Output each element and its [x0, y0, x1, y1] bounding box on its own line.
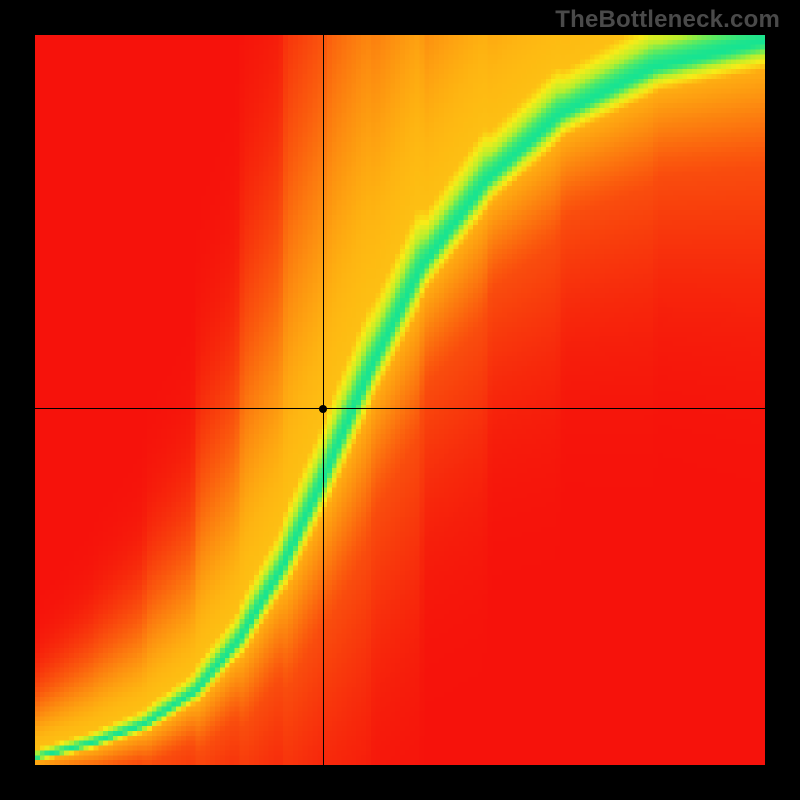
chart-container: TheBottleneck.com [0, 0, 800, 800]
bottleneck-heatmap [35, 35, 765, 765]
watermark-text: TheBottleneck.com [555, 6, 780, 34]
crosshair-horizontal [35, 408, 765, 409]
crosshair-vertical [323, 35, 324, 765]
